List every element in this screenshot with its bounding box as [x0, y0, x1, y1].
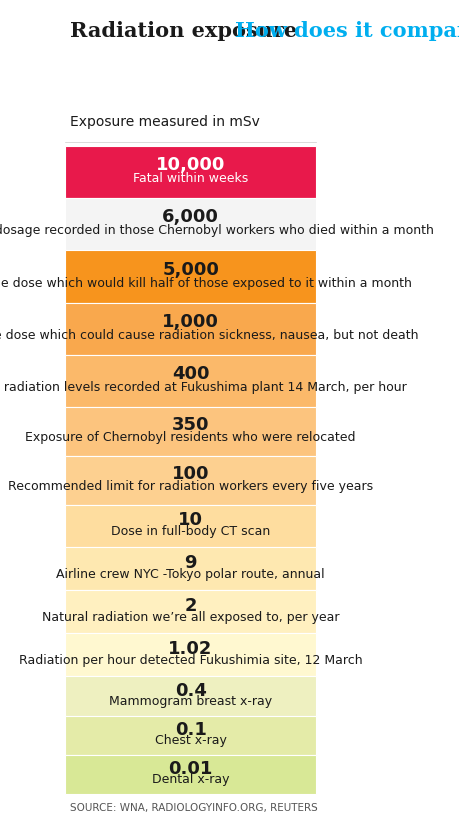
FancyBboxPatch shape	[65, 456, 316, 504]
FancyBboxPatch shape	[65, 198, 316, 250]
Text: 10: 10	[178, 511, 203, 529]
Text: Typical dosage recorded in those Chernobyl workers who died within a month: Typical dosage recorded in those Chernob…	[0, 225, 432, 238]
Text: 0.1: 0.1	[174, 721, 206, 739]
FancyBboxPatch shape	[65, 504, 316, 547]
Text: 5,000: 5,000	[162, 261, 218, 279]
Text: Airline crew NYC -Tokyo polar route, annual: Airline crew NYC -Tokyo polar route, ann…	[56, 568, 324, 581]
Text: 6,000: 6,000	[162, 208, 218, 226]
Text: 100: 100	[172, 465, 209, 483]
FancyBboxPatch shape	[65, 634, 316, 677]
FancyBboxPatch shape	[65, 355, 316, 407]
Text: Natural radiation we’re all exposed to, per year: Natural radiation we’re all exposed to, …	[42, 611, 339, 624]
FancyBboxPatch shape	[65, 590, 316, 634]
FancyBboxPatch shape	[65, 303, 316, 355]
Text: Exposure measured in mSv: Exposure measured in mSv	[70, 115, 259, 129]
Text: Radiation per hour detected Fukushimia site, 12 March: Radiation per hour detected Fukushimia s…	[19, 654, 362, 667]
Text: 400: 400	[172, 365, 209, 384]
Text: Max radiation levels recorded at Fukushima plant 14 March, per hour: Max radiation levels recorded at Fukushi…	[0, 382, 406, 394]
FancyBboxPatch shape	[65, 755, 316, 794]
Text: Exposure of Chernobyl residents who were relocated: Exposure of Chernobyl residents who were…	[25, 431, 355, 444]
Text: How does it compare?: How does it compare?	[235, 21, 459, 40]
FancyBboxPatch shape	[65, 677, 316, 716]
Text: Fatal within weeks: Fatal within weeks	[133, 172, 248, 185]
Text: Single dose which would kill half of those exposed to it within a month: Single dose which would kill half of tho…	[0, 277, 411, 290]
Text: 2: 2	[184, 597, 196, 616]
Text: Mammogram breast x-ray: Mammogram breast x-ray	[109, 695, 272, 708]
Text: 1,000: 1,000	[162, 313, 218, 331]
Text: Chest x-ray: Chest x-ray	[154, 734, 226, 747]
Text: Recommended limit for radiation workers every five years: Recommended limit for radiation workers …	[8, 480, 372, 493]
Text: 0.01: 0.01	[168, 760, 213, 779]
Text: SOURCE: WNA, RADIOLOGYINFO.ORG, REUTERS: SOURCE: WNA, RADIOLOGYINFO.ORG, REUTERS	[70, 803, 317, 813]
Text: 350: 350	[172, 416, 209, 435]
Text: Radiation exposure: Radiation exposure	[70, 21, 303, 40]
Text: Dental x-ray: Dental x-ray	[151, 773, 229, 786]
FancyBboxPatch shape	[65, 547, 316, 590]
Text: 9: 9	[184, 555, 196, 573]
Text: Dose in full-body CT scan: Dose in full-body CT scan	[111, 525, 269, 538]
Text: 0.4: 0.4	[174, 682, 206, 700]
FancyBboxPatch shape	[65, 250, 316, 303]
FancyBboxPatch shape	[65, 407, 316, 456]
FancyBboxPatch shape	[65, 716, 316, 755]
Text: Single dose which could cause radiation sickness, nausea, but not death: Single dose which could cause radiation …	[0, 329, 417, 342]
Text: 1.02: 1.02	[168, 640, 213, 658]
Text: 10,000: 10,000	[156, 156, 225, 174]
FancyBboxPatch shape	[65, 146, 316, 198]
